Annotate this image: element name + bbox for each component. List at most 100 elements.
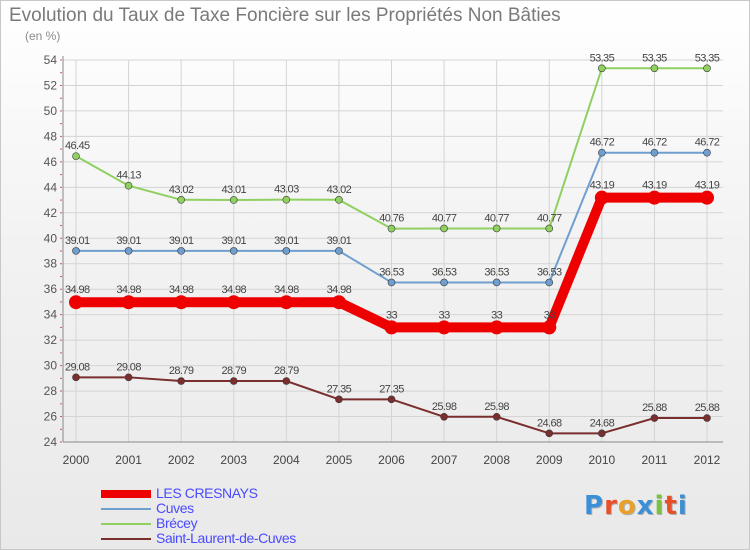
y-tick-label: 48	[44, 129, 58, 143]
x-tick-label: 2003	[220, 453, 247, 467]
data-label: 43.19	[695, 180, 720, 192]
data-label: 40.76	[379, 213, 404, 225]
line-chart: 24 26 28 30 32 34 36 38 40 42 44 46 48 50 52 54 2000 2001…	[44, 52, 723, 467]
logo-letter: i	[677, 491, 688, 521]
data-point	[492, 412, 501, 421]
data-point	[177, 196, 185, 204]
legend-swatch	[101, 490, 151, 498]
logo-letter: P	[584, 491, 605, 521]
data-point	[598, 429, 606, 438]
data-label: 28.79	[221, 365, 246, 377]
y-tick-label: 32	[44, 333, 58, 347]
data-label: 24.68	[590, 417, 615, 429]
data-point	[387, 395, 396, 404]
logo-letter: x	[636, 491, 655, 521]
data-point	[437, 320, 452, 335]
data-label: 39.01	[169, 235, 194, 247]
y-tick-label: 28	[44, 384, 58, 398]
data-label: 34.98	[327, 284, 352, 296]
data-point	[174, 295, 189, 310]
data-label: 39.01	[116, 235, 141, 247]
data-label: 43.01	[221, 184, 246, 196]
data-point	[72, 247, 80, 255]
data-point	[282, 377, 291, 385]
data-point	[440, 412, 448, 421]
data-point	[282, 195, 291, 204]
data-label: 27.35	[379, 383, 404, 395]
y-tick-label: 46	[44, 155, 58, 169]
data-label: 39.01	[221, 235, 246, 247]
data-point	[229, 377, 238, 385]
data-label: 40.77	[484, 212, 509, 224]
x-tick-label: 2000	[63, 453, 90, 467]
data-point	[226, 295, 241, 310]
x-tick-label: 2002	[168, 453, 195, 467]
y-tick-label: 52	[44, 78, 58, 92]
x-tick-label: 2007	[431, 453, 458, 467]
data-point	[124, 181, 133, 190]
legend-swatch	[101, 538, 151, 540]
data-point	[650, 64, 659, 73]
x-tick-label: 2012	[694, 453, 721, 467]
data-label: 53.35	[695, 52, 720, 64]
data-point	[72, 373, 80, 382]
data-point	[124, 247, 133, 255]
data-label: 40.77	[432, 212, 457, 224]
data-label: 25.88	[642, 402, 667, 414]
data-label: 34.98	[65, 284, 90, 296]
data-point	[440, 278, 448, 287]
data-point	[598, 64, 606, 73]
data-point	[331, 295, 346, 310]
data-label: 33	[439, 309, 451, 321]
data-label: 28.79	[274, 365, 299, 377]
data-label: 33	[386, 309, 398, 321]
data-label: 39.01	[274, 235, 299, 247]
x-tick-label: 2011	[642, 453, 668, 467]
data-point	[124, 373, 133, 382]
data-label: 46.72	[642, 137, 667, 149]
y-tick-label: 30	[44, 359, 58, 373]
data-label: 33	[544, 309, 556, 321]
legend-swatch	[101, 508, 151, 510]
legend-label: Brécey	[156, 515, 198, 531]
y-tick-label: 42	[44, 206, 58, 220]
data-point	[229, 196, 238, 204]
logo-letter: t	[664, 491, 678, 521]
data-label: 25.88	[695, 402, 720, 414]
x-tick-label: 2009	[536, 453, 563, 467]
y-tick-label: 38	[44, 257, 58, 271]
data-label: 24.68	[537, 417, 562, 429]
y-tick-label: 24	[44, 435, 58, 449]
data-label: 36.53	[537, 266, 562, 278]
data-point	[703, 64, 711, 73]
legend-item-saint-laurent-de-cuves: Saint-Laurent-de-Cuves	[101, 530, 361, 546]
y-tick-label: 40	[44, 231, 58, 245]
data-label: 43.03	[274, 184, 299, 196]
data-label: 34.98	[116, 284, 141, 296]
data-label: 34.98	[169, 284, 194, 296]
legend-item-les-cresnays: LES CRESNAYS	[101, 485, 361, 501]
chart-title: Evolution du Taux de Taxe Foncière sur l…	[9, 5, 561, 26]
x-tick-label: 2006	[378, 453, 405, 467]
data-point	[387, 224, 396, 233]
data-point	[177, 377, 185, 385]
data-label: 39.01	[65, 235, 90, 247]
data-label: 39.01	[327, 235, 352, 247]
data-label: 34.98	[221, 284, 246, 296]
y-tick-label: 44	[44, 180, 58, 194]
logo-letter: i	[654, 491, 665, 521]
data-label: 53.35	[590, 52, 615, 64]
data-point	[335, 247, 343, 255]
data-point	[489, 320, 504, 335]
data-point	[387, 278, 396, 287]
x-tick-label: 2001	[115, 453, 142, 467]
unit-label: (en %)	[25, 29, 61, 43]
data-point	[650, 148, 659, 157]
data-point	[72, 152, 80, 160]
y-tick-label: 26	[44, 410, 58, 424]
data-label: 46.72	[590, 137, 615, 149]
data-label: 53.35	[642, 52, 667, 64]
data-label: 27.35	[327, 383, 352, 395]
y-tick-label: 34	[44, 308, 58, 322]
